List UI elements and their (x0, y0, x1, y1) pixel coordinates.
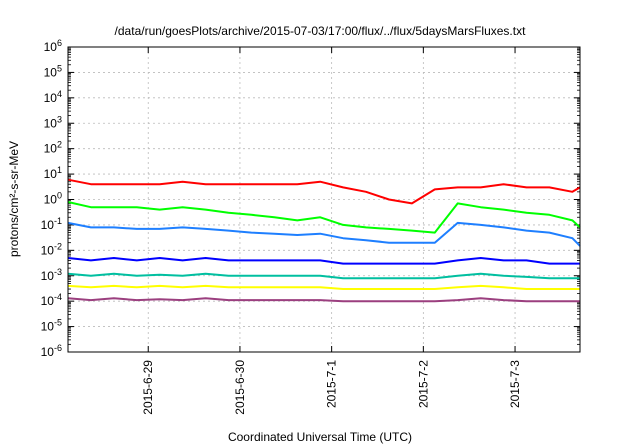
x-tick-label: 2015-7-1 (325, 360, 339, 408)
y-tick-label: 10-4 (41, 292, 62, 308)
y-tick-label: 106 (44, 38, 62, 54)
x-tick-label: 2015-6-30 (233, 360, 247, 415)
flux-series-line (67, 221, 581, 247)
y-tick-label: 101 (44, 165, 62, 181)
y-tick-label: 103 (44, 114, 62, 130)
chart-title: /data/run/goesPlots/archive/2015-07-03/1… (114, 24, 526, 38)
y-tick-label: 10-6 (41, 343, 62, 359)
y-tick-label: 10-1 (41, 216, 62, 232)
y-tick-label: 102 (44, 140, 62, 156)
flux-series-line (67, 284, 580, 290)
y-tick-label: 100 (44, 191, 62, 207)
flux-series-line (67, 178, 581, 205)
y-tick-label: 104 (44, 89, 62, 105)
flux-series-line (67, 272, 580, 280)
flux-series-line (67, 297, 580, 303)
y-tick-label: 10-2 (41, 241, 62, 257)
y-axis-label: protons/cm²-s-sr-MeV (7, 141, 21, 257)
y-tick-label: 10-5 (41, 318, 62, 334)
x-tick-label: 2015-7-3 (508, 360, 522, 408)
x-tick-label: 2015-7-2 (416, 360, 430, 408)
y-tick-label: 105 (44, 63, 62, 79)
plot-frame (67, 46, 581, 353)
flux-series-line (67, 257, 580, 265)
x-tick-label: 2015-6-29 (141, 360, 155, 415)
flux-series-line (67, 201, 581, 234)
x-axis-label: Coordinated Universal Time (UTC) (227, 430, 413, 444)
y-tick-label: 10-3 (41, 267, 62, 283)
